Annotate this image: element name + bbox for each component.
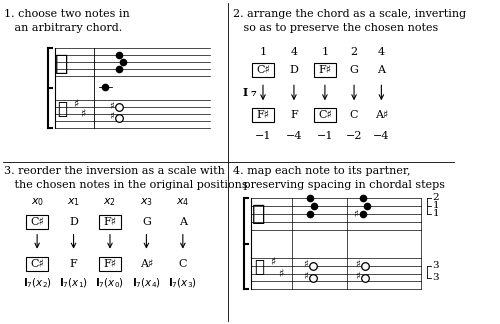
Text: the chosen notes in the original positions: the chosen notes in the original positio… (4, 180, 248, 190)
Text: ♯: ♯ (110, 111, 114, 121)
Text: 4: 4 (378, 48, 385, 57)
Text: $\mathbf{I}_7(x_2)$: $\mathbf{I}_7(x_2)$ (22, 277, 52, 290)
Text: A: A (179, 217, 187, 227)
Text: 1: 1 (260, 48, 266, 57)
Text: −1: −1 (316, 131, 333, 141)
Text: ♯: ♯ (354, 209, 358, 219)
Text: A♯: A♯ (374, 110, 388, 120)
Text: 𝄞: 𝄞 (252, 204, 265, 224)
Text: G: G (142, 217, 151, 227)
Text: 𝄞: 𝄞 (55, 54, 68, 75)
Text: −4: −4 (286, 131, 302, 141)
Text: F: F (290, 110, 298, 120)
Text: 1: 1 (432, 209, 439, 218)
Text: 3: 3 (432, 273, 439, 282)
Text: C: C (178, 259, 187, 269)
Text: $\mathbf{I}_7(x_0)$: $\mathbf{I}_7(x_0)$ (96, 277, 124, 290)
Bar (314, 108, 336, 122)
Text: $\mathbf{I}_7(x_1)$: $\mathbf{I}_7(x_1)$ (59, 277, 88, 290)
Text: 7: 7 (250, 90, 256, 98)
Text: 3. reorder the inversion as a scale with: 3. reorder the inversion as a scale with (4, 166, 225, 176)
Text: 4. map each note to its partner,: 4. map each note to its partner, (233, 166, 410, 176)
Text: $\mathbf{I}_7(x_4)$: $\mathbf{I}_7(x_4)$ (132, 277, 161, 290)
Text: ♯: ♯ (270, 257, 276, 267)
Text: C♯: C♯ (256, 65, 270, 75)
Text: 1: 1 (432, 201, 439, 210)
Text: $x_1$: $x_1$ (67, 196, 80, 208)
Text: G: G (350, 65, 358, 75)
Text: F♯: F♯ (104, 217, 117, 227)
Text: −2: −2 (346, 131, 362, 141)
Text: −4: −4 (373, 131, 390, 141)
Text: D: D (290, 65, 298, 75)
Text: $\mathbf{I}_7(x_3)$: $\mathbf{I}_7(x_3)$ (168, 277, 198, 290)
Text: $x_3$: $x_3$ (140, 196, 153, 208)
Text: F♯: F♯ (104, 259, 117, 269)
Text: 2. arrange the chord as a scale, inverting: 2. arrange the chord as a scale, inverti… (233, 9, 466, 19)
Text: ♯: ♯ (356, 271, 360, 281)
Text: 2: 2 (432, 193, 439, 202)
Text: 4: 4 (290, 48, 298, 57)
Text: ♯: ♯ (278, 269, 283, 279)
Text: D: D (69, 217, 78, 227)
Text: 𝄢: 𝄢 (254, 258, 264, 276)
Bar (26, 257, 48, 271)
Text: 3: 3 (432, 261, 439, 270)
Text: A♯: A♯ (140, 259, 153, 269)
Bar (314, 64, 336, 77)
Text: C: C (350, 110, 358, 120)
Text: so as to preserve the chosen notes: so as to preserve the chosen notes (233, 23, 438, 33)
Text: F♯: F♯ (256, 110, 270, 120)
Bar (26, 215, 48, 229)
Text: ♯: ♯ (304, 259, 308, 269)
Text: $x_2$: $x_2$ (104, 196, 117, 208)
Text: ♯: ♯ (80, 109, 86, 119)
Text: 2: 2 (350, 48, 358, 57)
Text: ♯: ♯ (110, 101, 114, 111)
Text: 1: 1 (322, 48, 328, 57)
Text: C♯: C♯ (30, 259, 44, 269)
Text: preserving spacing in chordal steps: preserving spacing in chordal steps (233, 180, 445, 190)
Text: A: A (378, 65, 386, 75)
Text: I: I (242, 87, 248, 98)
Text: −1: −1 (254, 131, 271, 141)
Bar (252, 108, 274, 122)
Text: ♯: ♯ (356, 259, 360, 269)
Text: C♯: C♯ (318, 110, 332, 120)
Bar (99, 257, 121, 271)
Text: C♯: C♯ (30, 217, 44, 227)
Text: 𝄢: 𝄢 (58, 99, 68, 118)
Text: F: F (70, 259, 78, 269)
Bar (99, 215, 121, 229)
Bar (252, 64, 274, 77)
Text: 1. choose two notes in: 1. choose two notes in (4, 9, 130, 19)
Text: F♯: F♯ (318, 65, 332, 75)
Text: ♯: ♯ (72, 99, 78, 109)
Text: $x_4$: $x_4$ (176, 196, 190, 208)
Text: an arbitrary chord.: an arbitrary chord. (4, 23, 122, 33)
Text: ♯: ♯ (304, 271, 308, 281)
Text: $x_0$: $x_0$ (30, 196, 44, 208)
